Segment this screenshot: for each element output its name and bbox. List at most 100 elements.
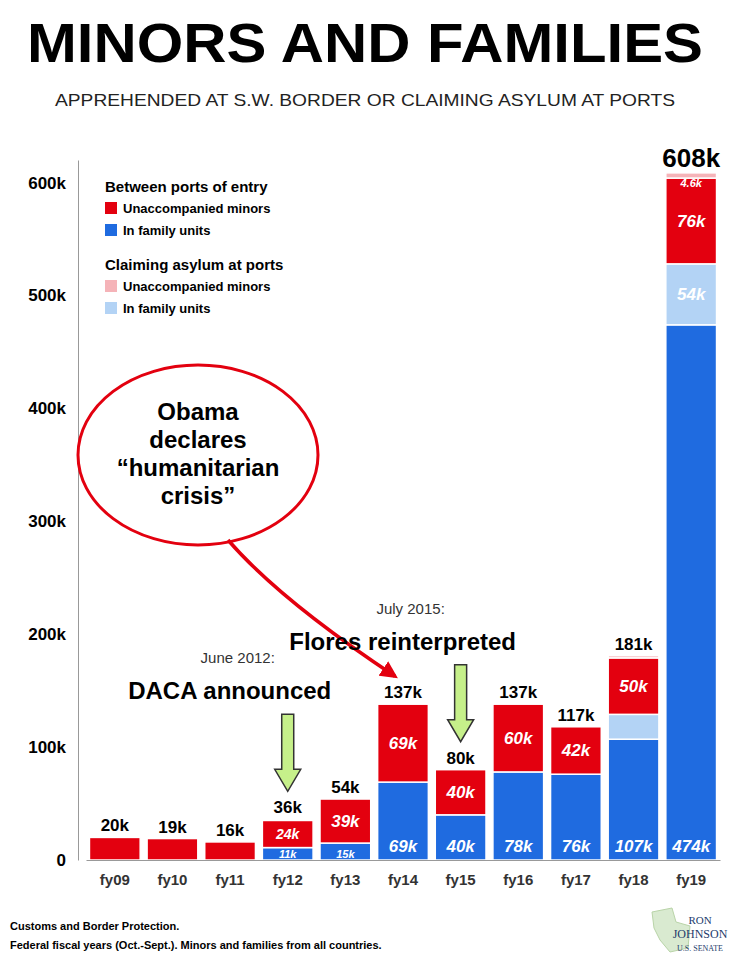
y-tick-label: 400k [28, 399, 66, 418]
data-label: 42k [561, 741, 592, 760]
bar-segment [493, 704, 544, 772]
bar-segment [320, 799, 371, 843]
y-tick: 200k [28, 625, 78, 644]
x-tick-label: fy14 [388, 871, 419, 888]
annotation-date: June 2012: [201, 649, 275, 666]
y-tick-label: 500k [28, 286, 66, 305]
subtitle: APPREHENDED AT S.W. BORDER OR CLAIMING A… [55, 91, 675, 110]
annotation-text: DACA announced [128, 677, 331, 704]
x-tick-label: fy10 [157, 871, 187, 888]
data-label: 39k [331, 812, 361, 831]
bar-segment [435, 770, 486, 815]
x-tick: fy17 [561, 860, 591, 888]
annotation-text: Flores reinterpreted [289, 628, 516, 655]
bar-segment [608, 656, 659, 658]
x-tick: fy19 [676, 860, 706, 888]
legend: Between ports of entryUnaccompanied mino… [105, 178, 283, 316]
legend-group-title: Between ports of entry [105, 178, 268, 195]
bar-segment [666, 264, 717, 325]
x-tick-label: fy15 [446, 871, 476, 888]
bar-segment [666, 325, 717, 860]
logo-text: JOHNSON [673, 927, 728, 941]
legend-label: In family units [123, 301, 210, 316]
bar-segment [89, 837, 140, 860]
legend-swatch [105, 224, 117, 236]
bar-segment [320, 843, 371, 860]
total-label: 20k [101, 816, 130, 835]
x-tick: fy10 [157, 860, 187, 888]
y-tick-label: 600k [28, 174, 66, 193]
y-tick: 600k [28, 174, 78, 193]
total-label: 137k [499, 683, 537, 702]
data-label: 24k [275, 826, 301, 842]
x-tick: fy15 [446, 860, 476, 888]
data-labels: 11k24k15k39k69k69k40k40k78k60k76k42k107k… [101, 143, 721, 860]
data-label: 15k [336, 848, 355, 860]
x-tick: fy09 [100, 860, 130, 888]
x-tick: fy16 [503, 860, 533, 888]
annotation-bubble [78, 365, 318, 545]
bar-segment [551, 774, 602, 860]
legend-swatch [105, 280, 117, 292]
total-label: 36k [274, 798, 303, 817]
total-label: 80k [446, 749, 475, 768]
total-label: 181k [615, 635, 653, 654]
data-label: 40k [445, 837, 476, 856]
source-note: Customs and Border Protection. [10, 920, 179, 932]
y-tick: 0 [57, 851, 78, 870]
bar-segment [551, 727, 602, 774]
bar-segment [493, 772, 544, 860]
x-tick-label: fy19 [676, 871, 706, 888]
x-tick: fy12 [273, 860, 303, 888]
y-tick: 300k [28, 512, 78, 531]
x-axis: fy09 fy10 fy11 fy12 fy13 fy14 fy15 fy16 fy17 fy18… [87, 860, 721, 888]
data-label: 76k [677, 212, 707, 231]
annotation-text: declares [149, 426, 246, 453]
legend-swatch [105, 202, 117, 214]
logo-text: RON [688, 914, 711, 926]
x-tick-label: fy13 [330, 871, 360, 888]
legend-swatch [105, 302, 117, 314]
data-label: 40k [445, 783, 476, 802]
x-tick-label: fy18 [619, 871, 649, 888]
x-tick: fy13 [330, 860, 360, 888]
bar-segment [608, 714, 659, 739]
bar-segment [147, 839, 198, 860]
y-tick-label: 0 [57, 851, 66, 870]
x-tick-label: fy11 [215, 871, 244, 888]
total-label: 54k [331, 778, 360, 797]
annotation-arrow [448, 665, 474, 742]
data-label: 11k [279, 848, 297, 860]
data-label: 69k [389, 734, 419, 753]
annotation-text: crisis” [161, 482, 236, 509]
y-tick-label: 300k [28, 512, 66, 531]
bar-segment [205, 842, 256, 860]
legend-label: In family units [123, 223, 210, 238]
annotation-date: July 2015: [376, 600, 444, 617]
x-tick: fy14 [388, 860, 419, 888]
data-label: 78k [504, 837, 534, 856]
y-tick-label: 200k [28, 625, 66, 644]
x-tick: fy18 [619, 860, 649, 888]
y-axis: 0 100k 200k 300k 400k 500k 600k [28, 161, 78, 870]
bar-segment [378, 704, 429, 782]
y-axis-line [78, 161, 79, 861]
y-tick-label: 100k [28, 738, 66, 757]
data-label: 54k [677, 285, 707, 304]
annotation-arrow [275, 714, 301, 791]
annotations: Obamadeclares“humanitariancrisis”June 20… [78, 365, 516, 791]
legend-group-title: Claiming asylum at ports [105, 256, 283, 273]
x-tick-label: fy17 [561, 871, 591, 888]
y-tick: 500k [28, 286, 78, 305]
bar-segment [608, 658, 659, 714]
annotation-text: Obama [157, 398, 239, 425]
data-label: 69k [389, 837, 419, 856]
bar-segment [608, 739, 659, 860]
bar-segment [435, 815, 486, 860]
total-label: 608k [662, 143, 720, 173]
data-label: 60k [504, 729, 534, 748]
total-label: 19k [158, 818, 187, 837]
total-label: 137k [384, 683, 422, 702]
bar-segment [262, 820, 313, 847]
x-tick: fy11 [215, 860, 244, 888]
